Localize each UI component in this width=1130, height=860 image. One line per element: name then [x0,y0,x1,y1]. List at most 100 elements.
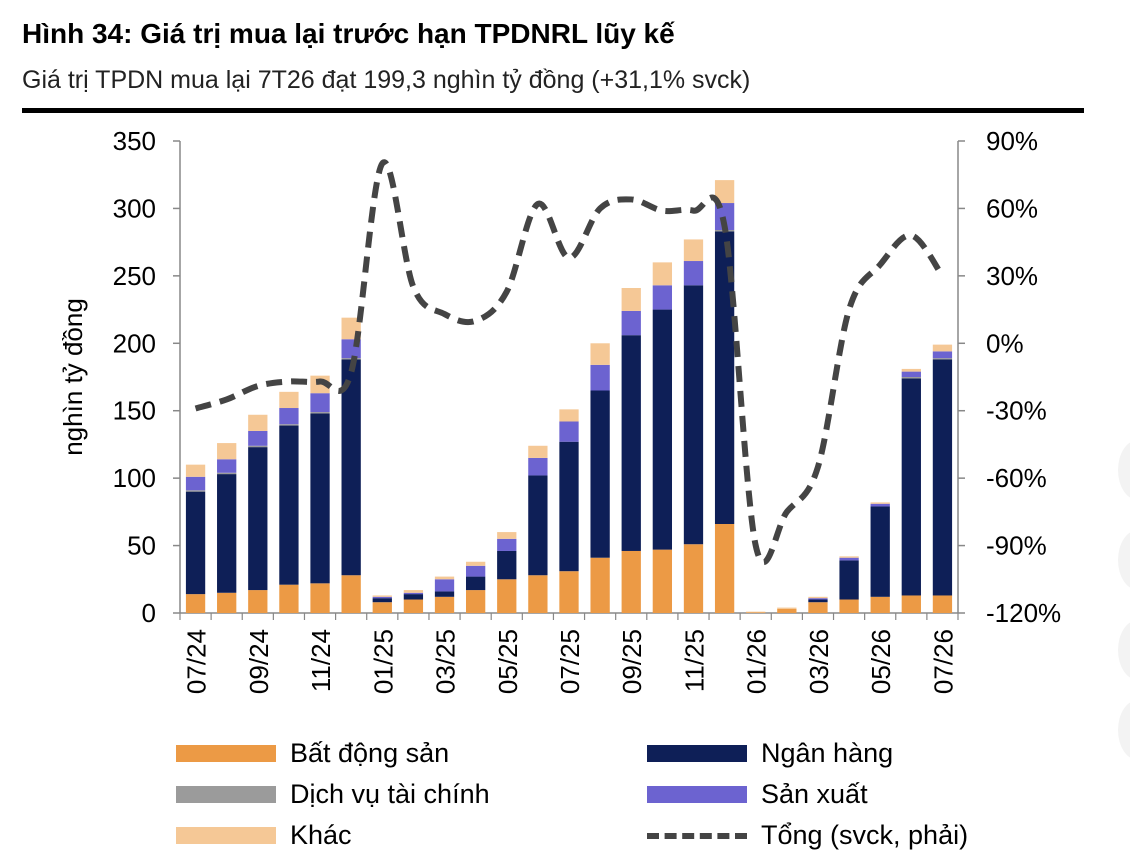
bar-segment-san-xuat [497,538,517,551]
bar-segment-bds [590,557,610,613]
bar-segment-dvtc [217,472,237,475]
bar-segment-bds [683,544,704,613]
bar-segment-bds [497,579,517,613]
y2-tick-label: -60% [986,463,1047,493]
bar-segment-bds [621,550,641,613]
bar-segment-bds [403,599,424,613]
bar-segment-ngan-hang [839,560,859,600]
bar-segment-bds [808,602,828,613]
bar-segment-san-xuat [808,598,828,600]
bar-segment-khac [559,409,579,422]
bar-segment-bds [434,596,455,613]
bar-segment-khac [403,590,424,593]
bar-segment-khac [714,180,735,204]
bar-segment-dvtc [901,377,921,379]
bar-segment-khac [746,611,766,613]
bar-segment-khac [870,502,890,504]
bar-segment-san-xuat [434,579,455,592]
x-tick-label: 01/25 [368,629,398,694]
y-tick-label: 150 [113,396,156,426]
bar-segment-ngan-hang [465,576,486,591]
bar-segment-dvtc [310,412,330,414]
bar-segment-dvtc [932,358,953,360]
bar-segment-ngan-hang [217,474,237,593]
y-tick-label: 350 [113,126,156,156]
y-tick-label: 250 [113,261,156,291]
bar-segment-khac [279,391,299,409]
bar-segment-ngan-hang [185,491,206,595]
bar-segment-khac [621,287,641,311]
bar-segment-khac [248,414,268,431]
bar-segment-san-xuat [310,393,330,413]
bar-segment-san-xuat [932,351,953,359]
bar-segment-ngan-hang [310,413,330,584]
y2-tick-label: 90% [986,126,1038,156]
bar-segment-ngan-hang [714,231,735,524]
bar-segment-san-xuat [683,261,704,286]
bar-segment-khac [185,464,206,477]
bar-segment-bds [559,571,579,613]
bar-segment-bds [185,594,206,613]
x-tick-label: 05/25 [493,629,523,694]
bar-segment-san-xuat [652,285,673,310]
bar-segment-bds [901,595,921,613]
bar-segment-san-xuat [185,476,206,491]
y-tick-label: 50 [127,531,156,561]
x-tick-label: 09/25 [617,629,647,694]
x-tick-label: 09/24 [244,629,274,694]
bar-segment-san-xuat [403,592,424,595]
bar-segment-bds [746,612,766,613]
x-tick-label: 01/26 [742,629,772,694]
y2-tick-label: -90% [986,531,1047,561]
edge-decoration [1118,530,1130,590]
bar-segment-san-xuat [714,203,735,231]
line-series-tong [194,159,945,566]
x-tick-label: 11/24 [306,629,336,692]
bar-segment-bds [341,575,361,613]
bar-segment-ngan-hang [528,475,548,576]
bar-segment-san-xuat [901,371,921,377]
y-tick-label: 0 [142,598,156,628]
bar-segment-bds [714,523,735,613]
bar-segment-bds [528,575,548,613]
bar-segment-khac [683,239,704,262]
bar-segment-san-xuat [870,503,890,507]
bar-segment-ngan-hang [403,594,424,600]
y-tick-label: 300 [113,193,156,223]
y2-tick-label: 60% [986,193,1038,223]
bar-segment-khac [808,596,828,599]
bar-segment-san-xuat [465,565,486,577]
bar-segment-dvtc [185,490,206,492]
bar-segment-bds [310,583,330,613]
bar-segment-bds [932,595,953,613]
bar-segment-dvtc [248,445,268,448]
y2-tick-label: 0% [986,328,1024,358]
bar-segment-ngan-hang [901,378,921,596]
bar-segment-ngan-hang [497,550,517,580]
bar-segment-san-xuat [621,310,641,336]
y-tick-label: 100 [113,463,156,493]
bar-segment-bds [279,584,299,613]
bar-segment-khac [372,595,392,597]
bar-segment-san-xuat [590,364,610,391]
chart-title: Hình 34: Giá trị mua lại trước hạn TPDNR… [22,18,675,49]
bar-segment-ngan-hang [248,447,268,591]
bar-segment-khac [217,443,237,460]
bar-segment-khac [777,607,797,609]
x-tick-label: 07/25 [555,629,585,694]
bar-segment-dvtc [279,424,299,426]
bar-segment-bds [217,592,237,613]
bar-segment-bds [777,608,797,613]
bar-segment-khac [528,445,548,458]
edge-decoration [1118,700,1130,760]
x-tick-label: 07/26 [928,629,958,694]
bar-segment-khac [434,576,455,580]
bar-segment-ngan-hang [341,359,361,576]
y2-tick-label: 30% [986,261,1038,291]
y-tick-label: 200 [113,328,156,358]
bar-segment-san-xuat [279,408,299,425]
chart-subtitle: Giá trị TPDN mua lại 7T26 đạt 199,3 nghì… [22,66,751,94]
x-tick-label: 11/25 [679,629,709,692]
bar-segment-ngan-hang [621,335,641,551]
